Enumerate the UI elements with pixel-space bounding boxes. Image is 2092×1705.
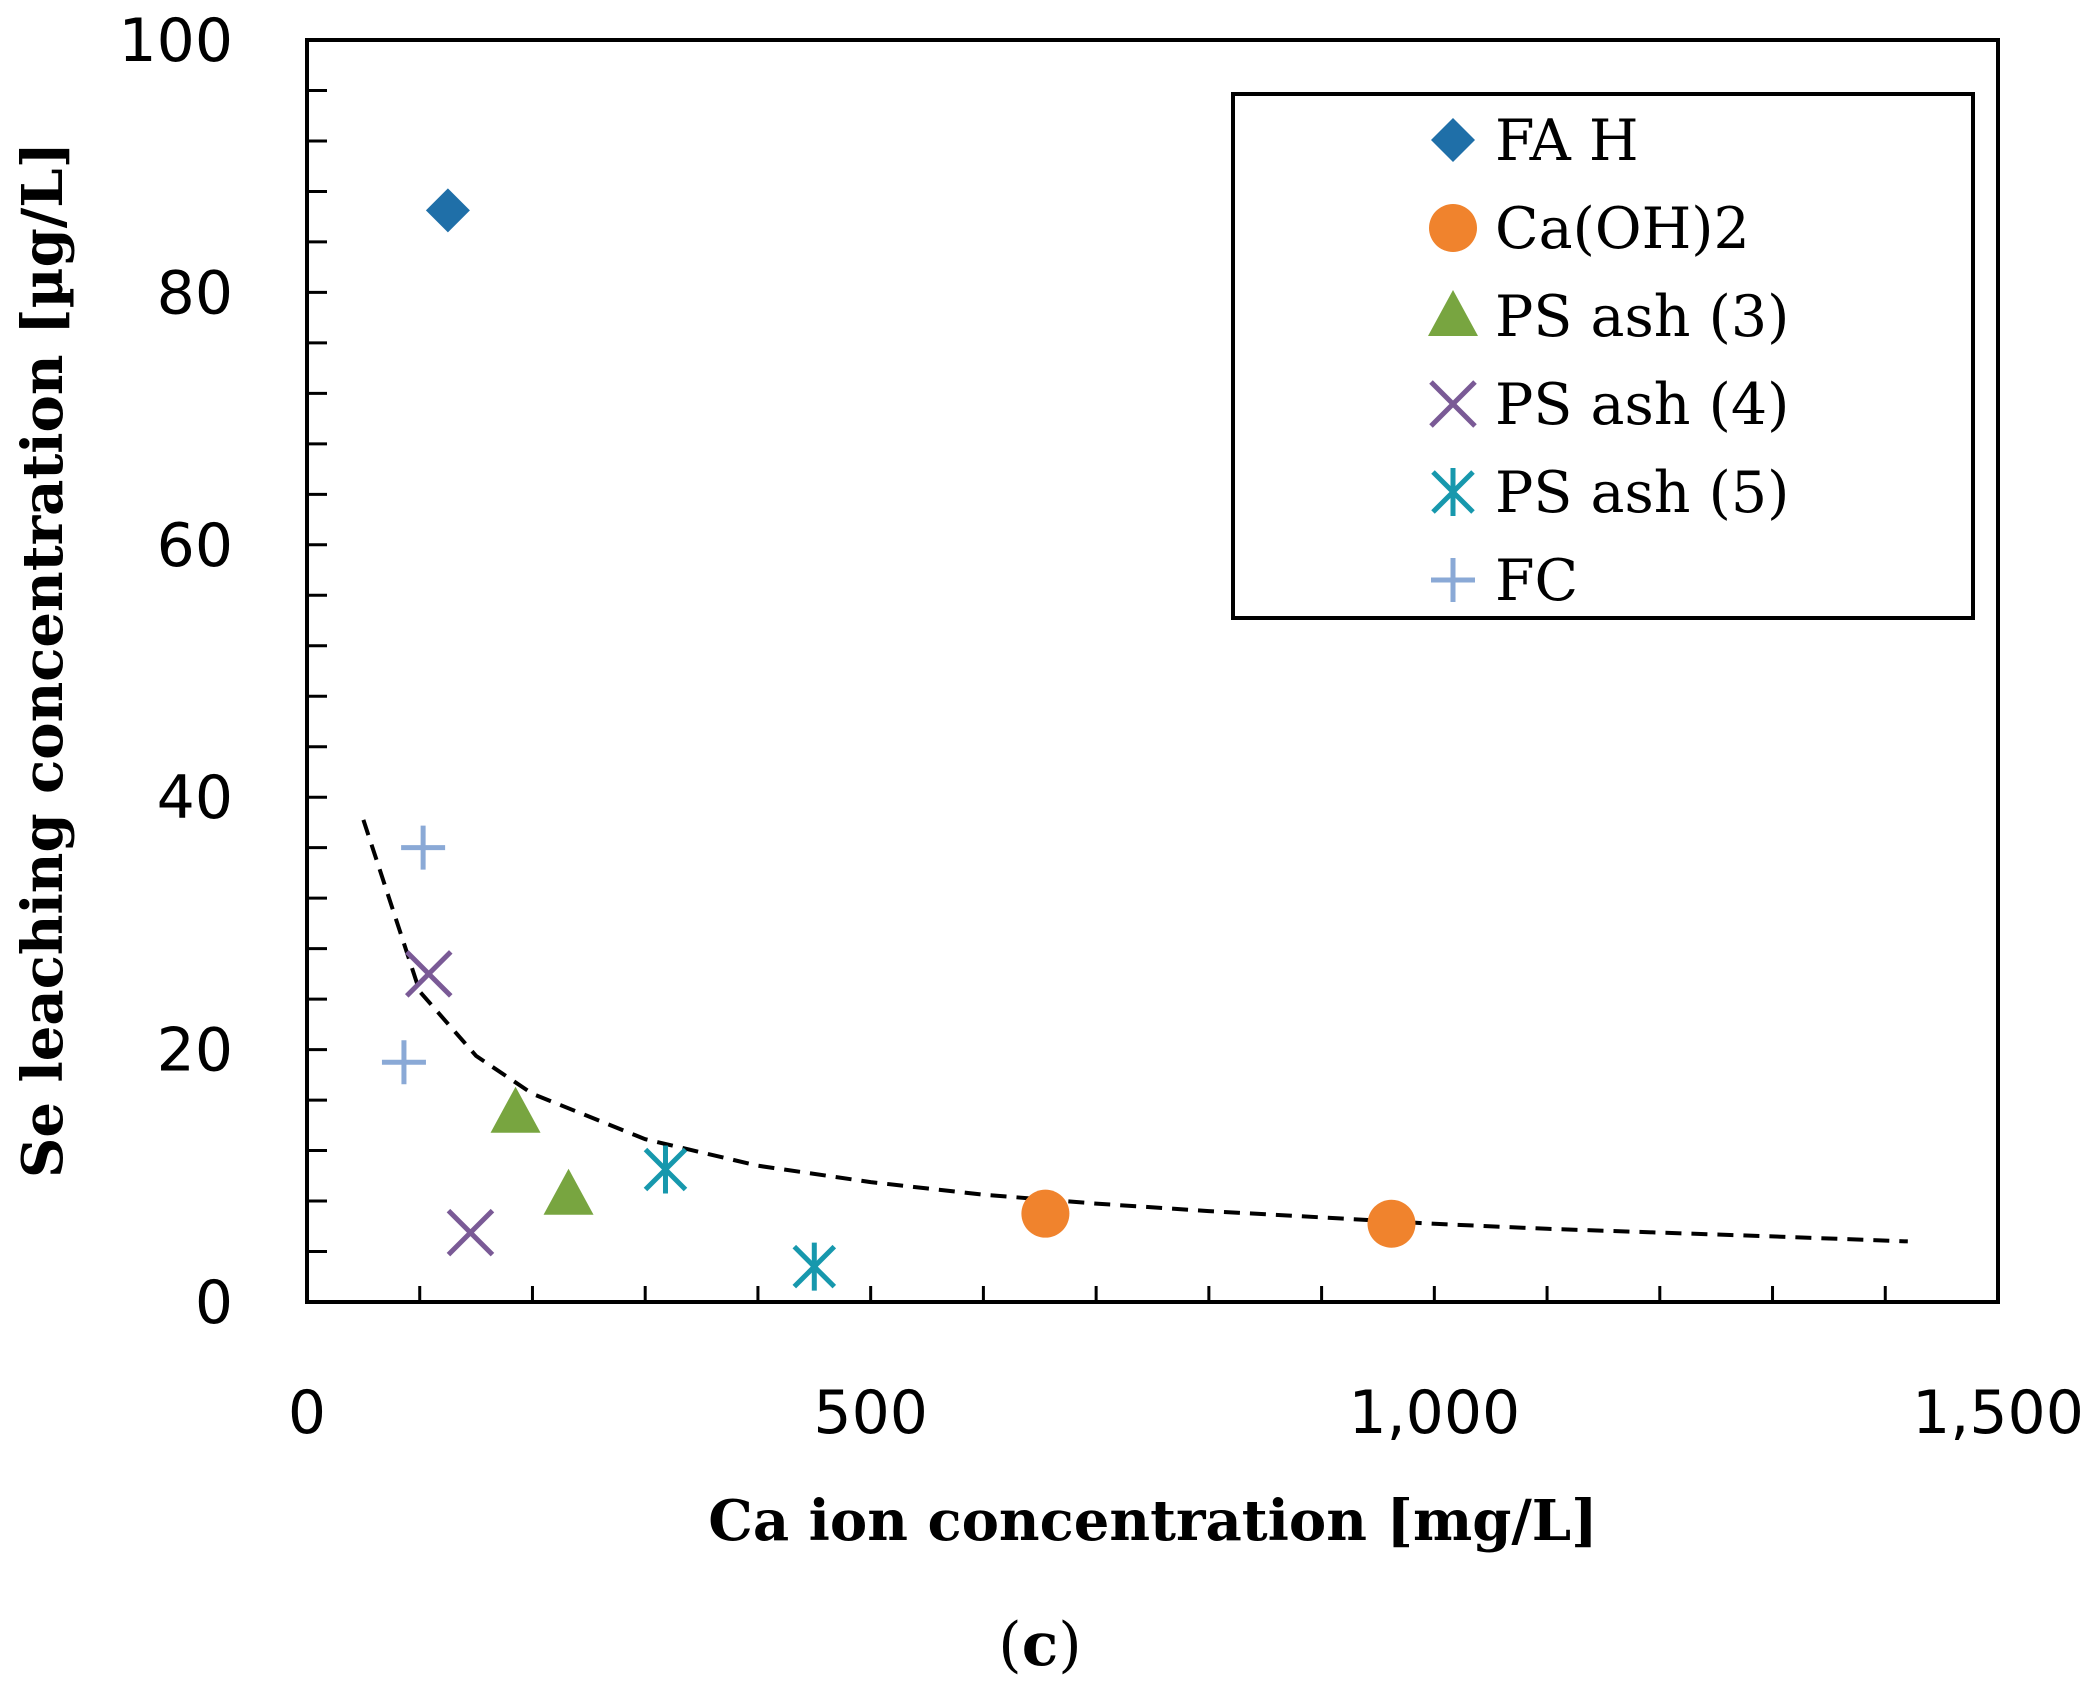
x-tick-label: 1,000 — [1348, 1378, 1520, 1448]
data-point — [401, 825, 446, 870]
y-axis-title: Se leaching concentration [µg/L] — [10, 142, 76, 1178]
tick-labels: 0 500 1,000 1,500 0 20 40 60 80 100 — [118, 6, 2083, 1448]
x-axis-title: Ca ion concentration [mg/L] — [708, 1488, 1597, 1554]
panel-label: (c) — [998, 1610, 1081, 1680]
y-tick-label: 80 — [157, 258, 233, 328]
legend-item: PS ash (3) — [1428, 284, 1789, 350]
panel-label-open-paren: ( — [998, 1610, 1021, 1680]
data-markers — [381, 188, 1416, 1291]
legend-item: FA H — [1431, 108, 1639, 174]
legend-item: FC — [1431, 548, 1578, 614]
y-tick-label: 100 — [118, 6, 233, 76]
legend-item: PS ash (5) — [1431, 460, 1789, 526]
y-tick-label: 60 — [157, 511, 233, 581]
data-point — [404, 950, 453, 998]
x-tick-label: 500 — [813, 1378, 928, 1448]
y-tick-label: 0 — [195, 1268, 233, 1338]
legend-marker — [1429, 380, 1477, 428]
legend-label: PS ash (3) — [1495, 284, 1789, 350]
legend-label: Ca(OH)2 — [1495, 196, 1750, 262]
x-tick-label: 1,500 — [1912, 1378, 2084, 1448]
legend-marker — [1431, 558, 1475, 602]
plot-area-frame — [305, 38, 2000, 1304]
panel-label-letter: c — [1022, 1610, 1059, 1680]
legend-item: Ca(OH)2 — [1429, 196, 1750, 262]
legend-item: PS ash (4) — [1429, 372, 1789, 438]
legend-marker — [1431, 468, 1475, 516]
legend-marker — [1431, 118, 1475, 162]
legend-marker — [1429, 204, 1477, 252]
trendline — [361, 819, 1908, 1244]
panel-label-close-paren: ) — [1058, 1610, 1081, 1680]
data-point — [1367, 1199, 1416, 1248]
data-point — [792, 1242, 837, 1291]
legend-label: FA H — [1495, 108, 1639, 174]
legend-label: PS ash (5) — [1495, 460, 1789, 526]
data-point — [490, 1086, 541, 1133]
legend-box — [1231, 92, 1975, 620]
data-point — [446, 1208, 495, 1257]
axis-ticks — [307, 88, 1887, 1302]
legend-label: FC — [1495, 548, 1578, 614]
y-tick-label: 40 — [157, 763, 233, 833]
legend-marker — [1428, 290, 1478, 336]
data-point — [1021, 1189, 1070, 1238]
data-point — [643, 1145, 688, 1194]
legend: FA H Ca(OH)2 PS ash (3) PS ash (4) PS ash (5… — [1231, 92, 1975, 620]
data-point — [425, 188, 470, 233]
data-point — [543, 1168, 594, 1215]
y-tick-label: 20 — [157, 1016, 233, 1086]
legend-label: PS ash (4) — [1495, 372, 1789, 438]
x-tick-label: 0 — [288, 1378, 326, 1448]
data-point — [381, 1040, 426, 1085]
